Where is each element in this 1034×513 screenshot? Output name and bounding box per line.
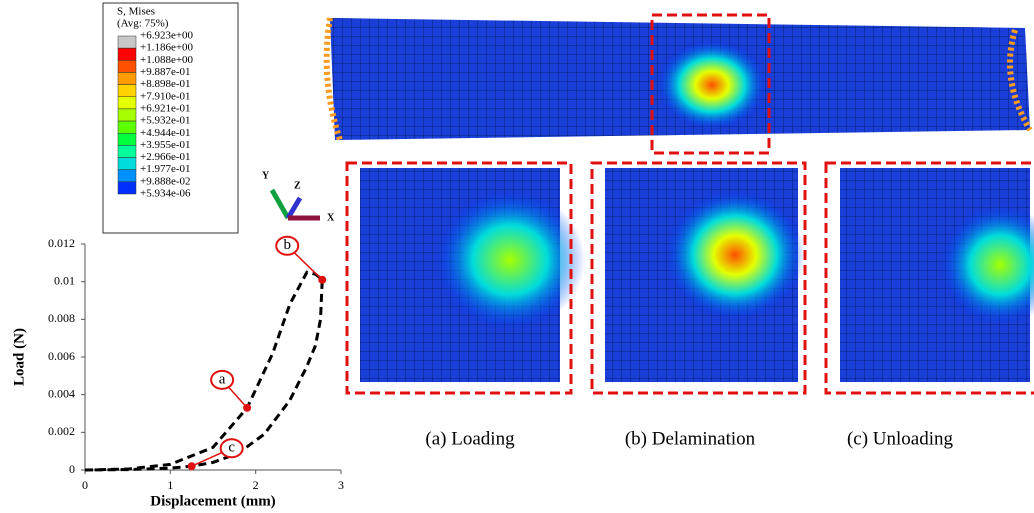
legend-swatch xyxy=(118,72,136,84)
y-tick-label: 0.004 xyxy=(48,386,75,400)
legend-label: +9.888e-02 xyxy=(140,175,191,187)
axis-triad: Y Z X xyxy=(262,170,335,223)
legend-swatch xyxy=(118,133,136,145)
legend-label: +2.966e-01 xyxy=(140,151,191,163)
caption: (a) Loading xyxy=(425,428,515,449)
y-tick-label: 0.006 xyxy=(48,349,75,363)
annotation-label: b xyxy=(283,237,291,253)
caption: (c) Unloading xyxy=(847,428,954,449)
legend-swatch xyxy=(118,182,136,194)
x-tick-label: 0 xyxy=(82,478,88,492)
legend-title: S, Mises xyxy=(117,6,155,18)
tube-model xyxy=(327,15,1030,153)
legend-label: +6.923e+00 xyxy=(140,30,194,42)
legend-label: +1.088e+00 xyxy=(140,54,194,66)
y-tick-label: 0.008 xyxy=(48,311,75,325)
legend-label: +6.921e-01 xyxy=(140,102,191,114)
y-tick-label: 0.01 xyxy=(54,273,75,287)
x-tick-label: 2 xyxy=(253,478,259,492)
legend-subtitle: (Avg: 75%) xyxy=(117,18,169,30)
triad-label: X xyxy=(327,212,335,223)
y-tick-label: 0.002 xyxy=(48,424,75,438)
legend-label: +8.898e-01 xyxy=(140,78,191,90)
insets xyxy=(347,163,1034,393)
load-curve xyxy=(85,272,322,470)
legend-swatch xyxy=(118,60,136,72)
legend-label: +3.955e-01 xyxy=(140,139,191,151)
figure: (a) Loading (b) Delamination (c) Unloading… xyxy=(0,0,1034,513)
x-tick-label: 1 xyxy=(167,478,173,492)
legend-label: +5.932e-01 xyxy=(140,115,191,127)
legend-swatch xyxy=(118,121,136,133)
x-tick-label: 3 xyxy=(338,478,344,492)
triad-label: Z xyxy=(294,180,301,191)
legend-label: +5.934e-06 xyxy=(140,188,191,200)
legend-swatch xyxy=(118,170,136,182)
legend-label: +7.910e-01 xyxy=(140,90,191,102)
annotation-point xyxy=(188,462,196,470)
legend-swatch xyxy=(118,85,136,97)
legend-swatch xyxy=(118,36,136,48)
legend-label: +1.186e+00 xyxy=(140,42,194,54)
y-axis-label: Load (N) xyxy=(11,328,27,386)
legend-swatch xyxy=(118,158,136,170)
legend-label: +9.887e-01 xyxy=(140,66,191,78)
annotation-label: c xyxy=(228,440,235,456)
annotation-point xyxy=(318,276,326,284)
legend-swatch xyxy=(118,97,136,109)
y-tick-label: 0.012 xyxy=(48,236,75,250)
legend-swatch xyxy=(118,109,136,121)
annotation-label: a xyxy=(219,371,226,387)
legend-swatch xyxy=(118,145,136,157)
caption: (b) Delamination xyxy=(625,428,756,449)
legend-swatch xyxy=(118,48,136,60)
x-axis-label: Displacement (mm) xyxy=(150,493,275,509)
legend-label: +1.977e-01 xyxy=(140,163,191,175)
legend-label: +4.944e-01 xyxy=(140,127,191,139)
triad-label: Y xyxy=(262,170,270,181)
y-tick-label: 0 xyxy=(69,462,75,476)
annotation-point xyxy=(243,404,251,412)
